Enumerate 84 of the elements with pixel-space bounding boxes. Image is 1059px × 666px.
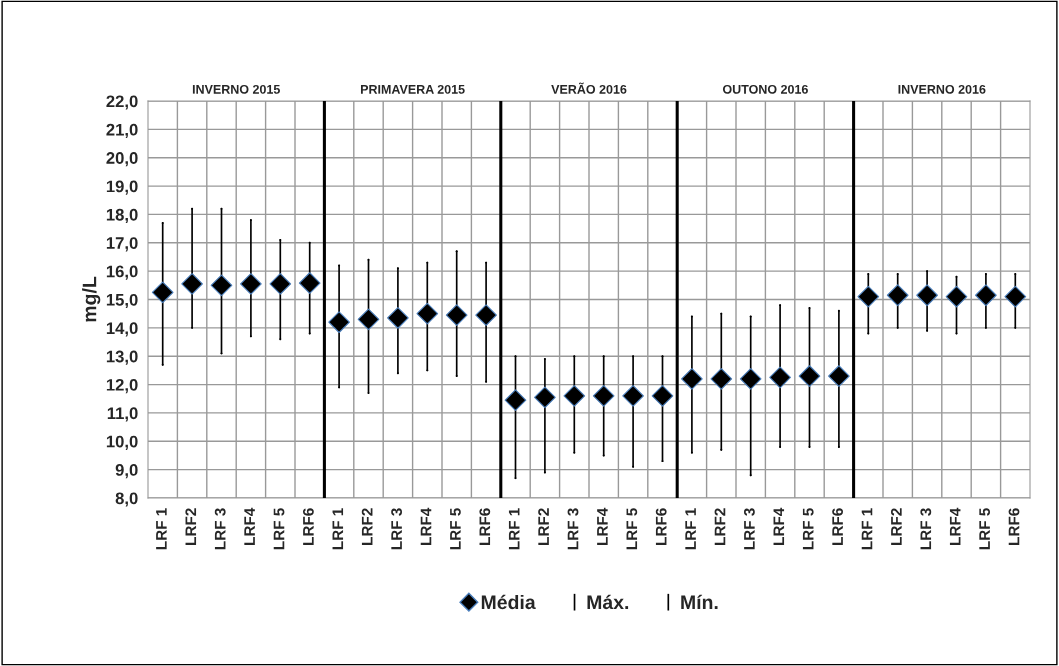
point (798, 365, 821, 387)
x-tick-label: LRF4 (597, 507, 608, 545)
x-tick-label: LRF2 (185, 508, 197, 545)
x-tick-label: LRF4 (949, 507, 961, 545)
point (151, 281, 174, 304)
y-tick-label: 15,0 (106, 293, 138, 309)
x-tick-label: LRF 3 (214, 508, 226, 550)
x-tick-label: LRF2 (714, 508, 726, 545)
point (269, 273, 292, 295)
y-tick-label: 22,0 (106, 95, 138, 110)
y-tick-label: 11,0 (107, 407, 138, 422)
y-tick-label: 10,0 (106, 435, 138, 450)
text: OUTONO 2016 (722, 84, 808, 94)
x-tick-label: LRF2 (361, 508, 373, 545)
point (886, 284, 909, 307)
x-tick-label: LRF6 (1008, 508, 1020, 545)
point (416, 302, 439, 325)
text: VERÃO 2016 (551, 82, 627, 94)
x-tick-label: LRF 3 (391, 508, 403, 550)
point (563, 385, 586, 407)
point (622, 385, 644, 407)
x-tick-label: LRF6 (655, 508, 667, 545)
x-tick-label: LRF6 (479, 508, 491, 545)
y-tick-label: 13,0 (106, 350, 138, 365)
point (916, 284, 938, 307)
x-tick-label: LRF 5 (979, 508, 990, 550)
x-tick-label: LRF 5 (802, 508, 814, 550)
x-tick-label: LRF 1 (685, 508, 696, 550)
legend-label: Mín. (681, 594, 718, 609)
point (298, 272, 321, 294)
y-tick-label: 19,0 (106, 180, 138, 195)
x-tick-label: LRF6 (832, 508, 843, 545)
x-tick-label: LRF4 (773, 507, 785, 545)
point (681, 368, 703, 390)
y-tick-label: 20,0 (106, 152, 138, 167)
x-tick-label: LRF2 (538, 508, 549, 545)
point (328, 311, 350, 334)
point (475, 304, 497, 326)
point (769, 366, 791, 389)
point (181, 273, 203, 295)
text: INVERNO 2015 (192, 84, 280, 94)
x-tick-label: LRF 1 (332, 508, 344, 550)
point (739, 368, 762, 390)
y-tick-label: 12,0 (106, 378, 138, 394)
x-tick-label: LRF 5 (626, 508, 638, 550)
x-tick-label: LRF 1 (861, 508, 873, 550)
legend-label: Máx. (587, 594, 629, 610)
point (710, 368, 733, 390)
x-tick-label: LRF 1 (508, 508, 520, 550)
point (945, 285, 968, 308)
y-tick-label: 17,0 (106, 237, 138, 252)
text: PRIMAVERA 2015 (360, 84, 465, 94)
y-axis-title: mg/L (82, 276, 101, 322)
text: INVERNO 2016 (898, 84, 986, 94)
point (504, 389, 527, 412)
x-tick-label: LRF 3 (920, 508, 932, 550)
x-tick-label: LRF4 (244, 507, 255, 545)
point (357, 308, 380, 331)
point (828, 365, 850, 387)
y-tick-label: 21,0 (106, 123, 138, 138)
y-tick-label: 14,0 (106, 322, 138, 337)
x-tick-label: LRF2 (890, 508, 902, 545)
point (534, 386, 556, 409)
x-tick-label: LRF 5 (450, 508, 461, 550)
point (210, 274, 233, 297)
point (592, 385, 615, 407)
point (445, 304, 468, 326)
x-tick-label: LRF4 (420, 507, 432, 545)
x-tick-label: LRF 1 (156, 508, 167, 550)
point (1004, 285, 1027, 308)
point (975, 284, 997, 307)
point (240, 273, 262, 295)
y-tick-label: 8,0 (115, 492, 138, 507)
y-tick-label: 9,0 (115, 464, 138, 479)
x-tick-label: LRF 3 (743, 508, 755, 550)
legend-label: Média (481, 594, 536, 610)
y-tick-label: 18,0 (106, 208, 138, 224)
x-tick-label: LRF6 (302, 508, 314, 545)
x-tick-label: LRF 5 (273, 508, 285, 550)
point (857, 285, 880, 308)
x-tick-label: LRF 3 (567, 508, 579, 550)
point (387, 307, 409, 329)
y-tick-label: 16,0 (106, 265, 138, 280)
point (651, 385, 674, 407)
